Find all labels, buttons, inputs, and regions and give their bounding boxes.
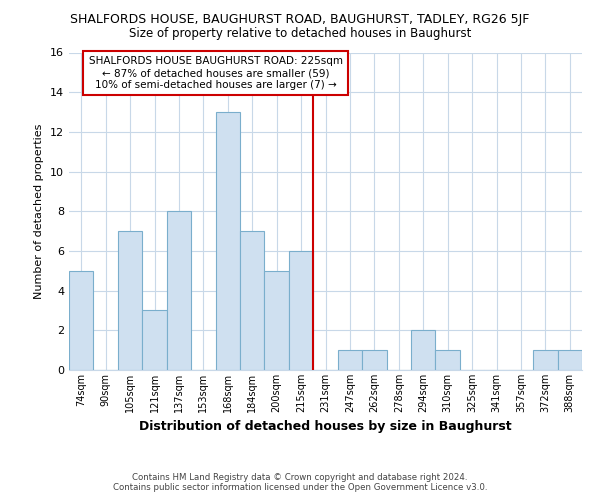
Bar <box>215 112 240 370</box>
Bar <box>362 350 386 370</box>
Text: SHALFORDS HOUSE BAUGHURST ROAD: 225sqm
← 87% of detached houses are smaller (59): SHALFORDS HOUSE BAUGHURST ROAD: 225sqm ←… <box>89 56 343 90</box>
Bar <box>142 310 167 370</box>
Bar <box>411 330 436 370</box>
Y-axis label: Number of detached properties: Number of detached properties <box>34 124 44 299</box>
Bar <box>338 350 362 370</box>
Bar <box>69 271 94 370</box>
Bar <box>436 350 460 370</box>
X-axis label: Distribution of detached houses by size in Baughurst: Distribution of detached houses by size … <box>139 420 512 434</box>
Text: Size of property relative to detached houses in Baughurst: Size of property relative to detached ho… <box>129 28 471 40</box>
Bar <box>289 251 313 370</box>
Bar <box>240 231 265 370</box>
Bar <box>557 350 582 370</box>
Text: SHALFORDS HOUSE, BAUGHURST ROAD, BAUGHURST, TADLEY, RG26 5JF: SHALFORDS HOUSE, BAUGHURST ROAD, BAUGHUR… <box>70 12 530 26</box>
Bar <box>533 350 557 370</box>
Text: Contains HM Land Registry data © Crown copyright and database right 2024.
Contai: Contains HM Land Registry data © Crown c… <box>113 473 487 492</box>
Bar <box>118 231 142 370</box>
Bar <box>265 271 289 370</box>
Bar <box>167 211 191 370</box>
